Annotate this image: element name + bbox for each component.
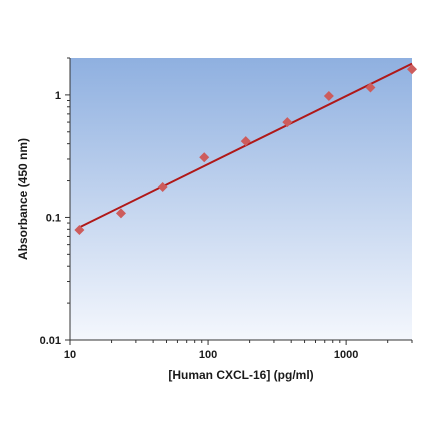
x-axis-title: [Human CXCL-16] (pg/ml) bbox=[168, 368, 313, 382]
y-tick-label: 0.01 bbox=[40, 335, 61, 347]
data-point bbox=[240, 136, 251, 147]
data-point bbox=[323, 90, 334, 101]
data-point bbox=[199, 152, 210, 163]
data-point bbox=[115, 208, 126, 219]
y-tick-label: 1 bbox=[55, 90, 61, 102]
y-axis-title: Absorbance (450 nm) bbox=[16, 138, 30, 260]
data-point bbox=[74, 224, 85, 235]
data-point bbox=[282, 117, 293, 128]
y-tick-label: 0.1 bbox=[46, 212, 61, 224]
ticks: 10 100 1000 0.01 0.1 1 bbox=[40, 57, 413, 361]
data-point bbox=[365, 82, 376, 93]
x-tick-label: 100 bbox=[199, 349, 217, 361]
data-point bbox=[407, 64, 417, 75]
axes bbox=[69, 58, 412, 341]
data-point bbox=[157, 182, 168, 193]
x-tick-label: 1000 bbox=[334, 349, 358, 361]
plot-area bbox=[70, 58, 412, 340]
x-tick-label: 10 bbox=[64, 349, 76, 361]
data-points bbox=[74, 64, 417, 235]
